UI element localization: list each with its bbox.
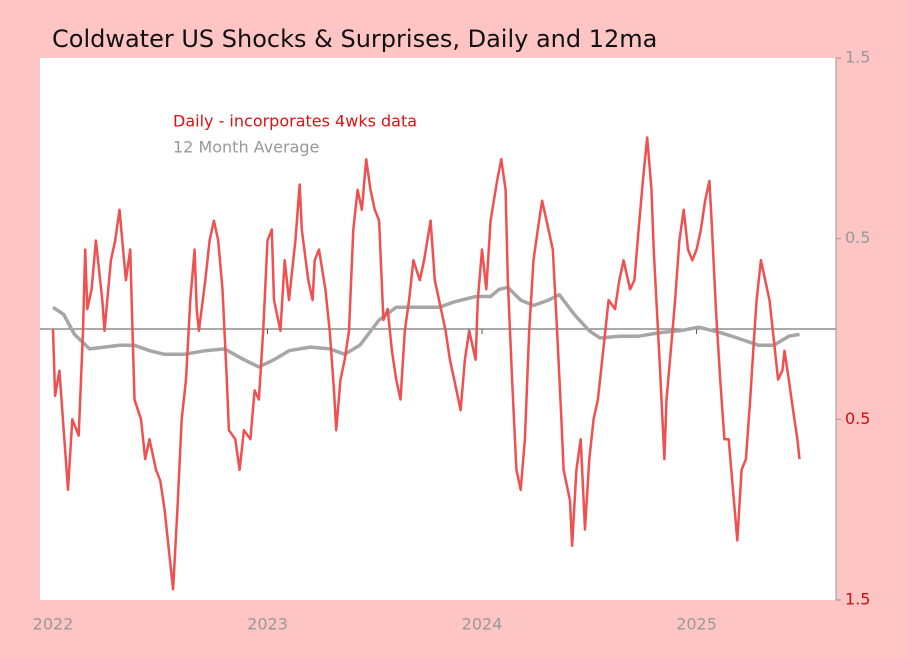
x-tick-label: 2025 (676, 615, 717, 634)
y-tick-label: 0.5 (845, 228, 870, 247)
series-line (51, 136, 801, 591)
series-line (52, 285, 800, 369)
x-tick-label: 2024 (462, 615, 503, 634)
y-tick-label: 1.5 (845, 590, 870, 609)
legend-label: 12 Month Average (173, 138, 319, 157)
x-tick-label: 2022 (33, 615, 74, 634)
y-tick-label: 1.5 (845, 48, 870, 67)
chart-title: Coldwater US Shocks & Surprises, Daily a… (52, 25, 657, 53)
legend-label: Daily - incorporates 4wks data (173, 112, 417, 131)
y-tick-label: 0.5 (845, 409, 870, 428)
x-tick-label: 2023 (247, 615, 288, 634)
